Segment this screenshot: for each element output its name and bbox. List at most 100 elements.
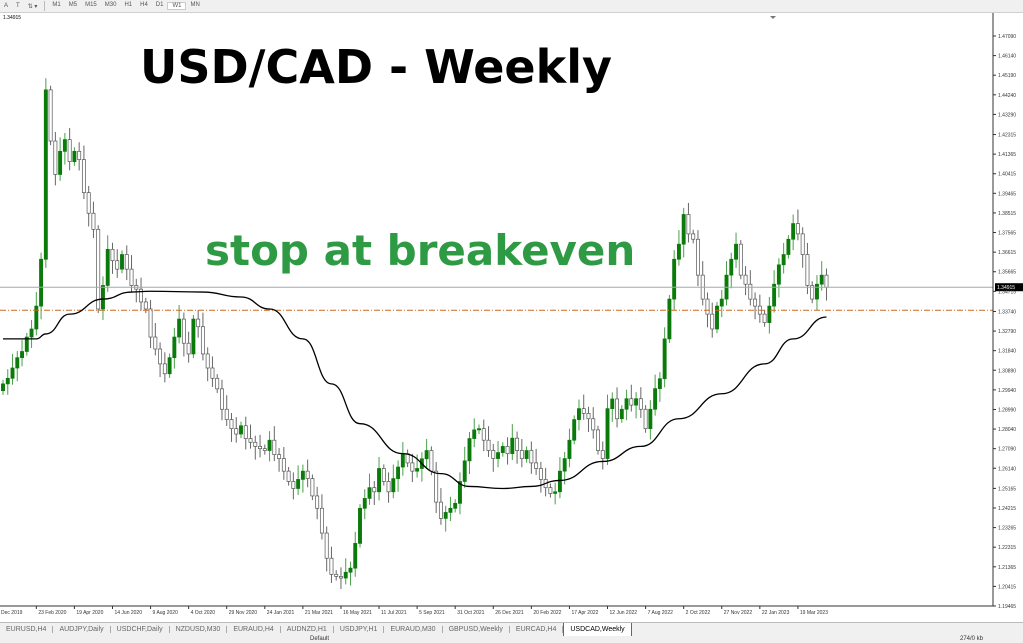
- bear-candle-body: [410, 462, 415, 472]
- timeframe-m30[interactable]: M30: [104, 2, 117, 8]
- candle: [600, 441, 605, 470]
- arrows-tool-icon[interactable]: ⇅ ▾: [27, 3, 38, 10]
- candle: [515, 431, 520, 464]
- bear-candle-body: [205, 353, 210, 369]
- candle: [795, 209, 800, 241]
- tab-audnzd-h1[interactable]: AUDNZD,H1: [281, 626, 334, 633]
- bull-candle-body: [43, 89, 48, 260]
- bear-candle-body: [795, 223, 800, 235]
- tab-usdjpy-h1[interactable]: USDJPY,H1: [334, 626, 385, 633]
- x-tick-label: 21 Mar 2021: [305, 610, 333, 616]
- y-tick-label: 1.42315: [998, 133, 1016, 139]
- bull-candle-body: [172, 336, 177, 359]
- x-tick-label: 7 Aug 2022: [648, 610, 674, 616]
- bull-candle-body: [5, 377, 10, 385]
- candle: [448, 496, 453, 522]
- text-label-tool-icon[interactable]: T: [16, 3, 20, 9]
- timeframe-h1[interactable]: H1: [124, 2, 133, 8]
- tab-eurusd-h4[interactable]: EURUSD,H4: [0, 626, 54, 633]
- bull-candle-body: [719, 298, 724, 307]
- y-tick-label: 1.32790: [998, 329, 1016, 335]
- bull-candle-body: [58, 150, 63, 175]
- candle: [96, 225, 101, 314]
- bull-candle-body: [776, 264, 781, 285]
- candle: [643, 405, 648, 433]
- tab-euraud-h4[interactable]: EURAUD,H4: [227, 626, 281, 633]
- candle: [34, 292, 39, 336]
- bear-candle-body: [519, 450, 524, 459]
- bear-candle-body: [534, 462, 539, 469]
- moving-average-line: [3, 290, 827, 490]
- tab-audjpy-daily[interactable]: AUDJPY,Daily: [53, 626, 111, 633]
- tab-euraud-m30[interactable]: EURAUD,M30: [384, 626, 443, 633]
- profile-label: Default: [310, 636, 330, 642]
- x-tick-label: 20 Feb 2022: [533, 610, 561, 616]
- bull-candle-body: [377, 468, 381, 493]
- bear-candle-body: [215, 377, 220, 390]
- candle: [810, 281, 815, 304]
- timeframe-d1[interactable]: D1: [155, 2, 164, 8]
- candle: [348, 561, 353, 586]
- bear-candle-body: [210, 367, 215, 379]
- candle: [538, 461, 543, 493]
- y-tick-label: 1.23265: [998, 526, 1016, 532]
- candle: [77, 142, 82, 171]
- bear-candle-body: [77, 150, 82, 160]
- candle: [343, 558, 348, 585]
- price-chart[interactable]: 1.34915 1.34915 1.47090 1.46140 1.45190 1.4…: [0, 13, 1023, 622]
- bear-candle-body: [200, 326, 205, 355]
- candle: [605, 394, 610, 465]
- bull-candle-body: [767, 305, 772, 323]
- candle: [791, 214, 796, 251]
- candle: [753, 292, 758, 320]
- timeframe-m5[interactable]: M5: [68, 2, 78, 8]
- tab-gbpusd-weekly[interactable]: GBPUSD,Weekly: [443, 626, 510, 633]
- candle: [210, 356, 215, 387]
- candle: [20, 339, 24, 367]
- x-tick-label: 17 Apr 2022: [571, 610, 598, 616]
- y-tick-label: 1.31840: [998, 349, 1016, 355]
- tab-usdchf-daily[interactable]: USDCHF,Daily: [111, 626, 170, 633]
- y-tick-label: 1.30890: [998, 368, 1016, 374]
- candle: [510, 424, 515, 461]
- timeframe-m1[interactable]: M1: [52, 2, 61, 8]
- candle: [519, 438, 524, 468]
- corner-price-label: 1.34915: [3, 15, 21, 21]
- candle: [181, 312, 186, 357]
- candle: [505, 437, 510, 465]
- candle: [281, 447, 286, 480]
- bear-candle-body: [248, 438, 253, 443]
- candle: [310, 474, 315, 501]
- candle: [72, 147, 77, 166]
- bull-candle-body: [734, 243, 738, 260]
- bear-candle-body: [743, 274, 748, 285]
- bull-candle-body: [34, 305, 39, 330]
- candle: [615, 387, 619, 428]
- text-tool-icon[interactable]: A: [4, 3, 9, 9]
- candle: [577, 399, 581, 431]
- candle: [719, 289, 724, 318]
- candle: [405, 449, 410, 468]
- bull-candle-body: [105, 249, 110, 286]
- candle: [443, 505, 448, 532]
- candle: [596, 425, 600, 455]
- tab-usdcad-weekly[interactable]: USDCAD,Weekly: [563, 622, 632, 637]
- timeframe-m15[interactable]: M15: [85, 2, 97, 8]
- tab-nzdusd-m30[interactable]: NZDUSD,M30: [170, 626, 228, 633]
- candle: [662, 327, 667, 388]
- candle: [557, 457, 562, 499]
- candle: [129, 255, 134, 292]
- bull-candle-body: [358, 507, 362, 544]
- candle: [553, 482, 558, 505]
- bear-candle-body: [319, 507, 324, 534]
- tab-eurcad-h4[interactable]: EURCAD,H4: [510, 626, 564, 633]
- candle: [305, 459, 310, 488]
- timeframe-w1[interactable]: W1: [167, 2, 187, 10]
- timeframe-h4[interactable]: H4: [140, 2, 148, 8]
- candle: [324, 526, 329, 572]
- bear-candle-body: [529, 450, 534, 464]
- timeframe-mn[interactable]: MN: [190, 2, 200, 8]
- bear-candle-body: [824, 274, 829, 288]
- bear-candle-body: [505, 446, 510, 454]
- candle: [296, 465, 301, 495]
